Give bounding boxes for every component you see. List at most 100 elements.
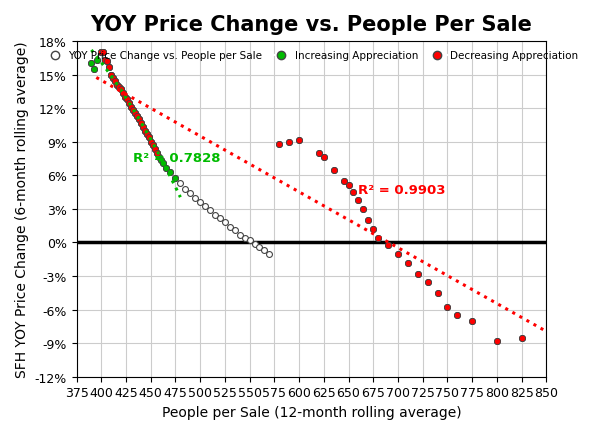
YOY Price Change vs. People per Sale xyxy=(138,125,148,132)
Legend: YOY Price Change vs. People per Sale, Increasing Appreciation, Decreasing Apprec: YOY Price Change vs. People per Sale, In… xyxy=(40,47,583,66)
YOY Price Change vs. People per Sale xyxy=(319,155,329,161)
YOY Price Change vs. People per Sale xyxy=(98,50,108,57)
YOY Price Change vs. People per Sale xyxy=(92,58,102,65)
YOY Price Change vs. People per Sale xyxy=(166,169,175,176)
Decreasing Appreciation xyxy=(104,64,114,71)
Decreasing Appreciation xyxy=(284,139,294,146)
YOY Price Change vs. People per Sale xyxy=(210,211,220,218)
Decreasing Appreciation xyxy=(339,178,349,185)
YOY Price Change vs. People per Sale xyxy=(329,167,338,174)
YOY Price Change vs. People per Sale xyxy=(240,235,250,242)
Text: R² = 0.9903: R² = 0.9903 xyxy=(358,184,446,197)
Increasing Appreciation xyxy=(124,100,134,107)
Decreasing Appreciation xyxy=(146,139,155,146)
YOY Price Change vs. People per Sale xyxy=(181,186,190,193)
Increasing Appreciation xyxy=(118,90,128,97)
YOY Price Change vs. People per Sale xyxy=(152,150,161,157)
YOY Price Change vs. People per Sale xyxy=(112,82,122,89)
Increasing Appreciation xyxy=(132,113,142,120)
Increasing Appreciation xyxy=(97,50,106,57)
Increasing Appreciation xyxy=(152,150,161,157)
Decreasing Appreciation xyxy=(106,72,116,79)
YOY Price Change vs. People per Sale xyxy=(220,219,230,226)
YOY Price Change vs. People per Sale xyxy=(158,160,167,167)
Decreasing Appreciation xyxy=(492,338,502,345)
Increasing Appreciation xyxy=(116,86,126,93)
Increasing Appreciation xyxy=(114,84,124,91)
YOY Price Change vs. People per Sale xyxy=(132,113,142,120)
Decreasing Appreciation xyxy=(138,125,148,132)
Title: YOY Price Change vs. People Per Sale: YOY Price Change vs. People Per Sale xyxy=(91,15,532,35)
YOY Price Change vs. People per Sale xyxy=(368,226,378,233)
Decreasing Appreciation xyxy=(383,242,393,249)
YOY Price Change vs. People per Sale xyxy=(136,120,146,127)
YOY Price Change vs. People per Sale xyxy=(100,58,110,65)
YOY Price Change vs. People per Sale xyxy=(126,105,136,112)
YOY Price Change vs. People per Sale xyxy=(122,97,132,104)
YOY Price Change vs. People per Sale xyxy=(393,250,403,257)
YOY Price Change vs. People per Sale xyxy=(154,155,163,161)
YOY Price Change vs. People per Sale xyxy=(104,64,114,71)
Decreasing Appreciation xyxy=(364,217,373,224)
YOY Price Change vs. People per Sale xyxy=(103,59,112,66)
YOY Price Change vs. People per Sale xyxy=(205,207,215,214)
YOY Price Change vs. People per Sale xyxy=(109,76,118,82)
YOY Price Change vs. People per Sale xyxy=(492,338,502,345)
YOY Price Change vs. People per Sale xyxy=(170,175,180,182)
YOY Price Change vs. People per Sale xyxy=(106,72,116,79)
Decreasing Appreciation xyxy=(517,334,526,341)
YOY Price Change vs. People per Sale xyxy=(190,195,200,202)
Decreasing Appreciation xyxy=(130,110,140,117)
YOY Price Change vs. People per Sale xyxy=(128,108,138,115)
Increasing Appreciation xyxy=(138,125,148,132)
YOY Price Change vs. People per Sale xyxy=(134,117,143,124)
YOY Price Change vs. People per Sale xyxy=(150,146,160,153)
YOY Price Change vs. People per Sale xyxy=(110,79,120,85)
Decreasing Appreciation xyxy=(423,279,433,286)
YOY Price Change vs. People per Sale xyxy=(130,110,140,117)
Increasing Appreciation xyxy=(166,169,175,176)
Decreasing Appreciation xyxy=(349,189,358,196)
Decreasing Appreciation xyxy=(452,312,462,319)
YOY Price Change vs. People per Sale xyxy=(124,100,134,107)
YOY Price Change vs. People per Sale xyxy=(235,232,245,239)
YOY Price Change vs. People per Sale xyxy=(403,260,413,266)
Increasing Appreciation xyxy=(110,79,120,85)
YOY Price Change vs. People per Sale xyxy=(467,318,477,325)
YOY Price Change vs. People per Sale xyxy=(215,215,225,222)
Decreasing Appreciation xyxy=(112,82,122,89)
Increasing Appreciation xyxy=(144,135,154,141)
Increasing Appreciation xyxy=(134,117,143,124)
YOY Price Change vs. People per Sale xyxy=(353,197,363,204)
Text: R² = 0.7828: R² = 0.7828 xyxy=(133,151,220,164)
Decreasing Appreciation xyxy=(124,100,134,107)
YOY Price Change vs. People per Sale xyxy=(274,141,284,148)
Increasing Appreciation xyxy=(150,146,160,153)
YOY Price Change vs. People per Sale xyxy=(156,157,166,164)
YOY Price Change vs. People per Sale xyxy=(423,279,433,286)
Increasing Appreciation xyxy=(122,97,132,104)
Decreasing Appreciation xyxy=(136,120,146,127)
Decreasing Appreciation xyxy=(314,150,323,157)
Increasing Appreciation xyxy=(146,139,155,146)
YOY Price Change vs. People per Sale xyxy=(517,334,526,341)
Increasing Appreciation xyxy=(130,110,140,117)
Increasing Appreciation xyxy=(106,72,116,79)
Increasing Appreciation xyxy=(126,105,136,112)
YOY Price Change vs. People per Sale xyxy=(230,227,239,234)
YOY Price Change vs. People per Sale xyxy=(146,139,155,146)
Decreasing Appreciation xyxy=(103,59,112,66)
Increasing Appreciation xyxy=(140,128,149,135)
YOY Price Change vs. People per Sale xyxy=(364,217,373,224)
Increasing Appreciation xyxy=(98,50,108,57)
Decreasing Appreciation xyxy=(329,167,338,174)
YOY Price Change vs. People per Sale xyxy=(97,50,106,57)
YOY Price Change vs. People per Sale xyxy=(452,312,462,319)
Decreasing Appreciation xyxy=(98,50,108,57)
YOY Price Change vs. People per Sale xyxy=(433,289,442,296)
Decreasing Appreciation xyxy=(433,289,442,296)
Decreasing Appreciation xyxy=(294,137,304,144)
Decreasing Appreciation xyxy=(274,141,284,148)
Decreasing Appreciation xyxy=(128,108,138,115)
YOY Price Change vs. People per Sale xyxy=(245,237,254,244)
